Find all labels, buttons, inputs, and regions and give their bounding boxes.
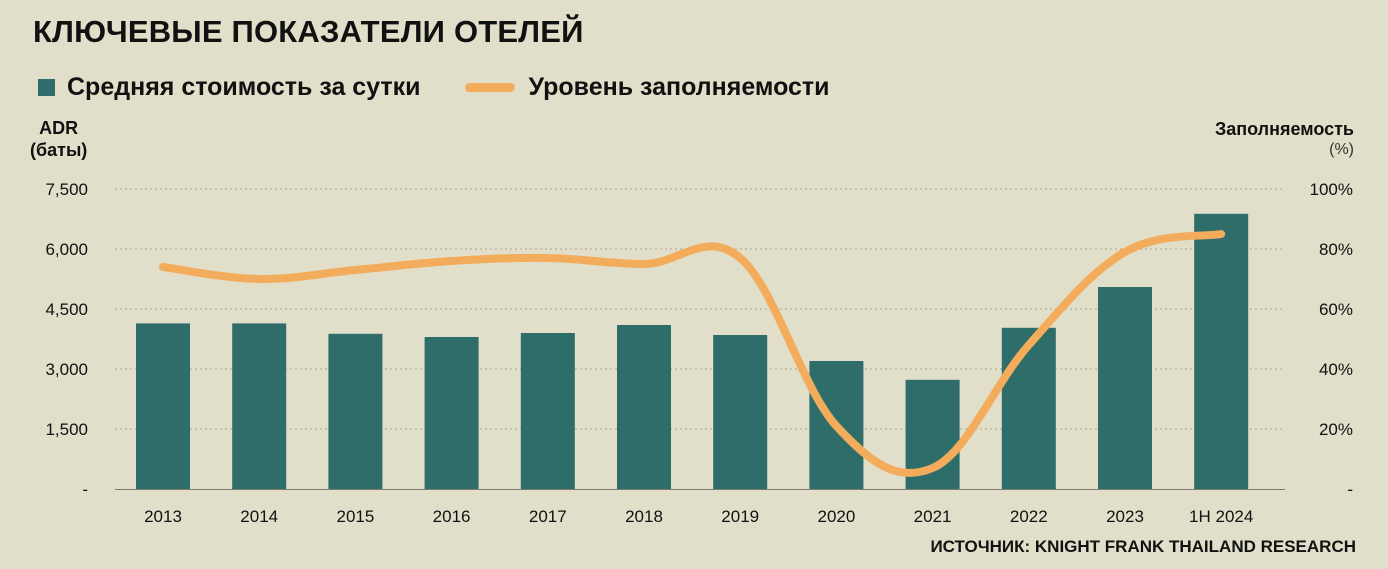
x-tick-label: 2020 [817, 507, 855, 526]
legend-swatch-bar [38, 78, 55, 96]
x-tick-label: 2019 [721, 507, 759, 526]
y-right-tick-label: 40% [1319, 360, 1353, 379]
right-axis-title-main: Заполняемость [1214, 119, 1354, 139]
bar-2022 [1001, 327, 1056, 489]
x-tick-label: 2015 [336, 507, 374, 526]
y-right-tick-label: - [1347, 480, 1353, 499]
legend: Средняя стоимость за сутки Уровень запол… [38, 72, 874, 102]
y-right-tick-label: 100% [1310, 180, 1353, 199]
left-axis-title-line2: (баты) [30, 140, 88, 160]
left-axis-title: ADR (баты) [30, 117, 87, 161]
x-tick-label: 2023 [1106, 507, 1144, 526]
right-axis-title: Заполняемость (%) [1215, 118, 1354, 160]
bar-2017 [520, 333, 575, 489]
x-tick-label: 2021 [914, 507, 952, 526]
legend-item-adr: Средняя стоимость за сутки [38, 73, 421, 102]
x-tick-label: 2013 [144, 507, 182, 526]
right-axis-title-unit: (%) [1329, 141, 1354, 158]
left-axis-title-line1: ADR [39, 118, 79, 138]
legend-label-adr: Средняя стоимость за сутки [67, 72, 421, 101]
y-left-tick-label: 6,000 [45, 240, 88, 259]
chart-title: КЛЮЧЕВЫЕ ПОКАЗАТЕЛИ ОТЕЛЕЙ [33, 14, 584, 49]
bar-2014 [232, 323, 287, 489]
bar-2023 [1098, 287, 1152, 489]
x-tick-label: 2018 [625, 507, 663, 526]
bar-2018 [617, 325, 671, 489]
y-right-tick-label: 20% [1319, 420, 1353, 439]
x-tick-label: 2022 [1010, 507, 1048, 526]
bar-2015 [328, 333, 383, 489]
y-left-tick-label: 3,000 [45, 360, 88, 379]
legend-item-occupancy: Уровень заполняемости [464, 72, 830, 102]
y-right-tick-label: 60% [1319, 300, 1353, 319]
x-tick-label: 2016 [433, 507, 471, 526]
bar-2013 [136, 323, 190, 489]
bar-2016 [424, 337, 479, 489]
legend-swatch-line [464, 82, 515, 92]
y-left-tick-label: 4,500 [45, 300, 88, 319]
x-tick-label: 2014 [240, 507, 278, 526]
x-tick-label: 2017 [529, 507, 567, 526]
bar-1h-2024 [1194, 213, 1249, 490]
bar-2019 [713, 335, 768, 489]
y-right-tick-label: 80% [1319, 240, 1353, 259]
x-tick-label: 1H 2024 [1189, 507, 1253, 526]
y-left-tick-label: 7,500 [45, 180, 88, 199]
source-note: ИСТОЧНИК: KNIGHT FRANK THAILAND RESEARCH [930, 537, 1356, 556]
y-left-tick-label: 1,500 [45, 420, 88, 439]
y-left-tick-label: - [82, 480, 88, 499]
occupancy-line [159, 230, 1226, 477]
legend-label-occupancy: Уровень заполняемости [528, 72, 830, 101]
